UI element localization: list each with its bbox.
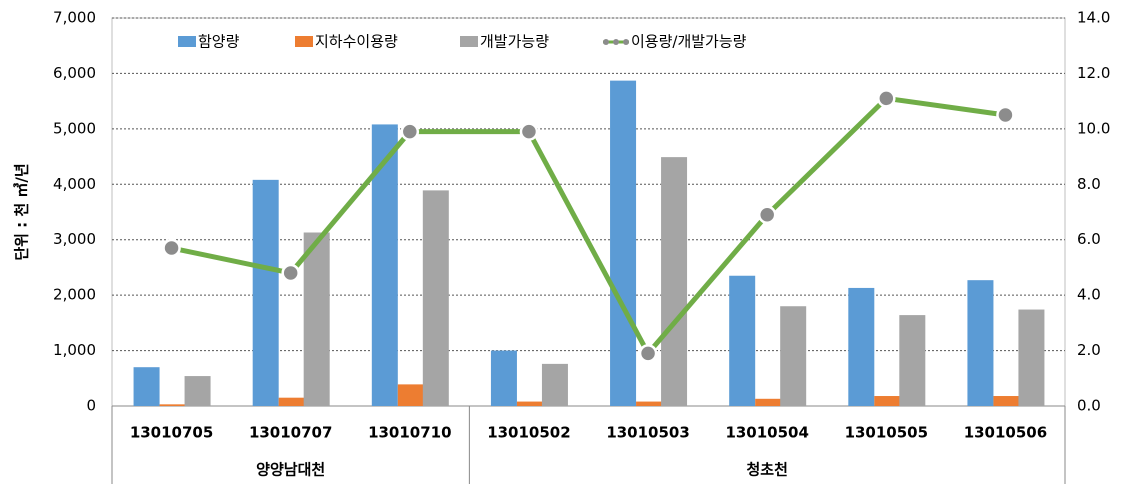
legend-label: 함양량	[198, 33, 240, 51]
ratio-marker	[877, 89, 896, 108]
y2-tick-label: 12.0	[1077, 64, 1110, 82]
bar	[874, 396, 901, 406]
bar	[967, 280, 994, 406]
ratio-marker	[281, 263, 300, 283]
bar	[780, 306, 807, 406]
legend-label: 지하수이용량	[315, 33, 398, 51]
bar	[661, 157, 688, 406]
legend-swatch	[295, 36, 313, 47]
group-label: 양양남대천	[256, 461, 325, 479]
legend-swatch	[178, 36, 196, 47]
bar	[848, 287, 875, 406]
x-tick-label: 13010502	[487, 424, 571, 442]
y2-tick-label: 4.0	[1077, 286, 1101, 304]
y-tick-label: 3,000	[53, 230, 96, 248]
ratio-marker	[996, 105, 1015, 125]
y-axis-label: 단위 : 천 ㎥/년	[13, 163, 31, 260]
x-tick-label: 13010503	[606, 424, 690, 442]
bar	[1018, 309, 1045, 406]
bar	[490, 350, 517, 406]
y2-tick-label: 14.0	[1077, 9, 1110, 27]
x-tick-label: 13010504	[725, 424, 809, 442]
bar	[899, 315, 926, 406]
y-tick-label: 6,000	[53, 64, 96, 82]
x-tick-label: 13010505	[845, 424, 929, 442]
x-tick-label: 13010506	[964, 424, 1048, 442]
ratio-line	[171, 95, 1006, 356]
ratio-marker	[400, 122, 420, 141]
ratio-marker	[638, 344, 658, 363]
bar	[159, 404, 186, 406]
y-tick-label: 0	[86, 397, 96, 415]
y2-tick-label: 10.0	[1077, 119, 1110, 137]
ratio-marker	[162, 238, 181, 258]
bar	[303, 232, 330, 406]
legend-label: 이용량/개발가능량	[631, 33, 747, 51]
legend-swatch-marker	[603, 39, 609, 45]
bar	[993, 396, 1020, 406]
y-tick-label: 2,000	[53, 286, 96, 304]
y2-tick-label: 8.0	[1077, 175, 1101, 193]
ratio-marker	[519, 122, 539, 141]
y2-tick-label: 0.0	[1077, 397, 1101, 415]
bar	[516, 401, 543, 406]
group-label: 청초천	[746, 461, 787, 479]
y2-tick-label: 6.0	[1077, 230, 1101, 248]
bar	[729, 275, 756, 406]
bar	[133, 367, 160, 406]
y-tick-label: 5,000	[53, 119, 96, 137]
y-tick-label: 7,000	[53, 9, 96, 27]
y-tick-label: 4,000	[53, 175, 96, 193]
legend-label: 개발가능량	[480, 33, 549, 51]
y-tick-label: 1,000	[53, 341, 96, 359]
x-tick-label: 13010710	[368, 424, 452, 442]
bar	[755, 398, 782, 406]
x-tick-label: 13010705	[130, 424, 214, 442]
bar	[252, 179, 279, 406]
bar	[278, 397, 305, 406]
y2-tick-label: 2.0	[1077, 341, 1101, 359]
bar	[541, 363, 568, 406]
bar	[636, 401, 663, 406]
legend-swatch-marker	[623, 39, 629, 45]
bar	[610, 80, 637, 407]
bar	[184, 376, 211, 406]
x-tick-label: 13010707	[249, 424, 333, 442]
bar	[371, 124, 398, 407]
bar	[422, 190, 449, 406]
ratio-marker	[757, 205, 777, 225]
legend-swatch-marker	[613, 39, 619, 45]
bar	[397, 384, 424, 406]
legend-swatch	[460, 36, 478, 47]
